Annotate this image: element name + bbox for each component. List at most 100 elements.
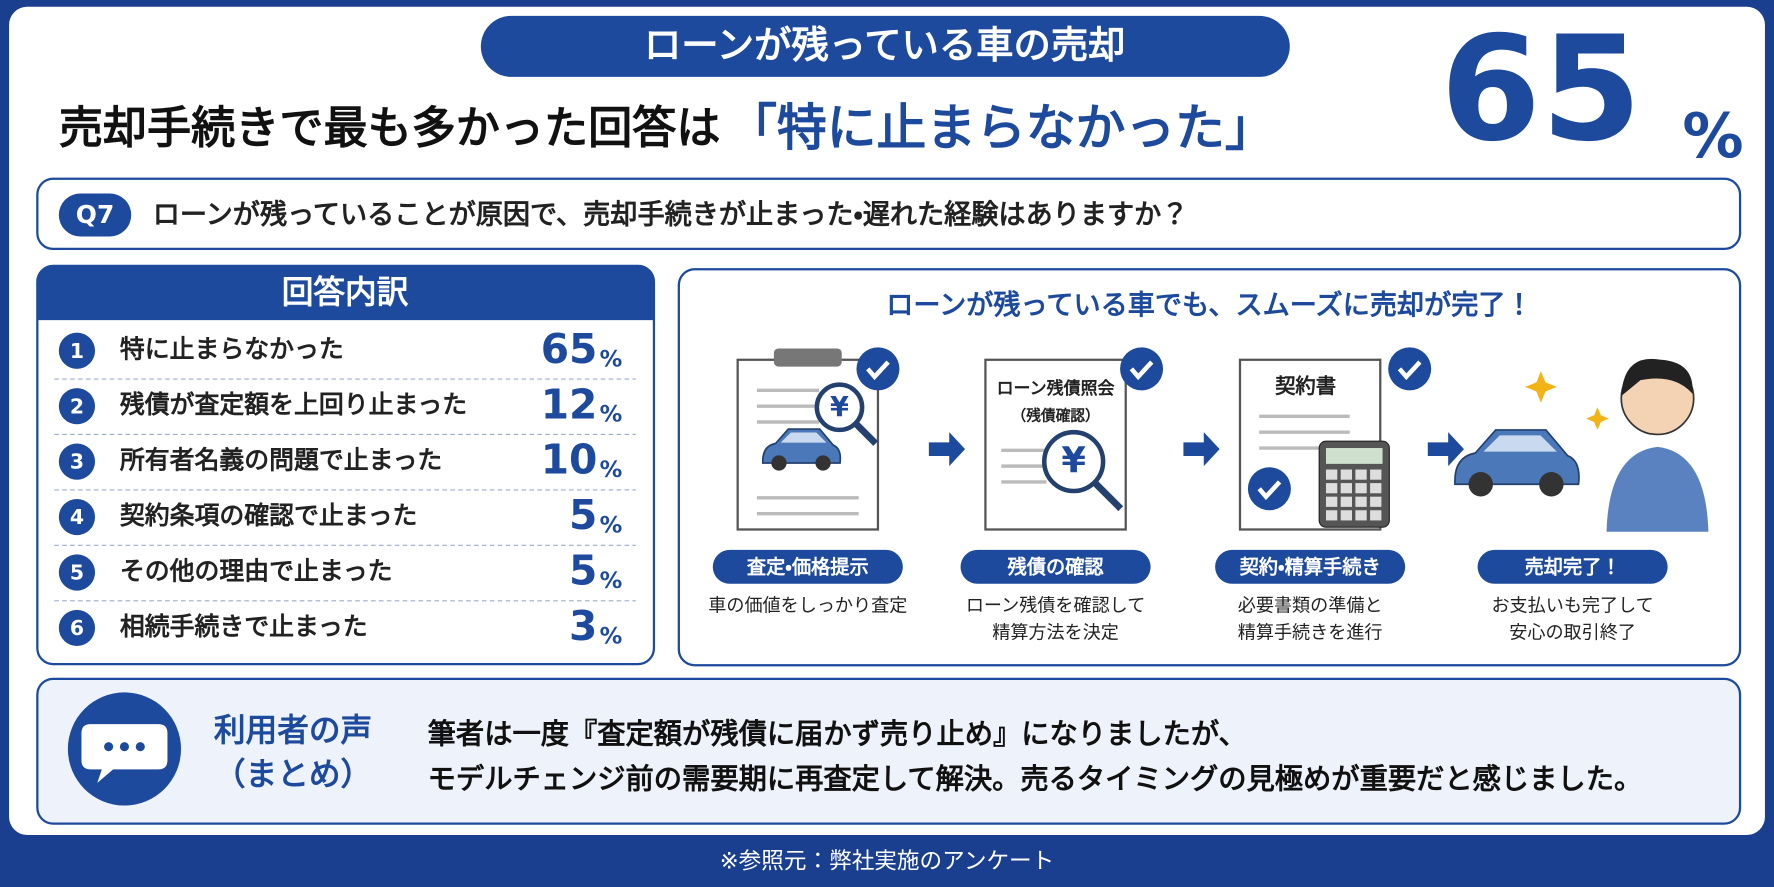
calc-key xyxy=(1325,469,1338,480)
wheel xyxy=(1468,472,1493,497)
step-pill xyxy=(960,549,1151,584)
step-pill xyxy=(1477,549,1668,584)
calc-key xyxy=(1355,510,1367,521)
calc-key xyxy=(1355,496,1367,507)
calc-key xyxy=(1325,483,1338,494)
step-label: 残債の確認 xyxy=(1007,555,1105,578)
calc-key xyxy=(1355,469,1367,480)
doc-title: 契約書 xyxy=(1275,374,1336,398)
step-description: 精算手続きを進行 xyxy=(1238,623,1383,644)
doc-title: （残債確認） xyxy=(1012,406,1100,424)
badge-text: ローンが残っている車の売却 xyxy=(644,23,1126,67)
flow-title: ローンが残っている車でも、スムーズに売却が完了！ xyxy=(886,289,1533,321)
car-window xyxy=(1483,435,1557,452)
check-mark xyxy=(1257,480,1282,501)
check-badge xyxy=(1388,347,1432,391)
footer: ※参照元：弊社実施のアンケート xyxy=(720,849,1055,875)
answer-value: 3 xyxy=(569,602,597,650)
question-pill xyxy=(58,193,132,237)
question-box xyxy=(36,177,1742,251)
rank-number: 6 xyxy=(70,616,84,640)
step-description: 安心の取引終了 xyxy=(1509,623,1636,644)
answer-unit: % xyxy=(600,402,623,428)
magnifier-handle xyxy=(1091,479,1124,512)
step-pill xyxy=(1215,549,1406,584)
magnifier xyxy=(814,382,865,433)
sparkle xyxy=(1525,371,1557,403)
person-hair xyxy=(1621,358,1693,396)
calc-key xyxy=(1370,483,1382,494)
voice-box xyxy=(36,677,1742,825)
answer-value: 5 xyxy=(569,491,597,539)
answer-value: 10 xyxy=(541,436,598,484)
rank-badge xyxy=(58,332,96,369)
wheel xyxy=(815,455,831,471)
step-label: 契約・精算手続き xyxy=(1240,555,1381,578)
rank-badge xyxy=(58,443,96,480)
step-description: ローン残債を確認して xyxy=(966,595,1146,616)
rank-number: 5 xyxy=(70,561,84,585)
doc-title: ローン残債照会 xyxy=(997,378,1116,399)
big-unit: % xyxy=(1682,101,1743,172)
answer-label: 特に止まらなかった xyxy=(120,335,344,364)
yen-symbol: ¥ xyxy=(830,392,849,423)
breakdown-list: 1 特に止まらなかった 65 %2 残債が査定額を上回り止まった 12 %3 所有者名義の問題… xyxy=(54,325,636,650)
calc-key xyxy=(1370,496,1382,507)
calc-key xyxy=(1340,469,1352,480)
question-text: ローンが残っていることが原因で、売却手続きが止まった・遅れた経験はありますか？ xyxy=(153,199,1189,231)
arrow xyxy=(928,432,966,467)
calc-key xyxy=(1340,483,1352,494)
arrow xyxy=(1427,432,1465,467)
check-badge xyxy=(1120,347,1164,391)
calc-key xyxy=(1370,469,1382,480)
dot xyxy=(119,742,129,752)
arrow xyxy=(1183,432,1220,467)
voice-title: 利用者の声 xyxy=(214,713,372,749)
dot xyxy=(104,742,114,752)
rank-number: 3 xyxy=(70,450,84,474)
rank-number: 4 xyxy=(70,505,84,529)
rank-number: 1 xyxy=(70,339,84,363)
voice-line: 筆者は一度『査定額が残債に届かず売り止め』になりましたが、 xyxy=(428,717,1247,750)
step-pill xyxy=(712,549,903,584)
check-badge xyxy=(856,347,900,391)
step-label: 売却完了！ xyxy=(1525,555,1621,578)
voice-line: モデルチェンジ前の需要期に再査定して解決。売るタイミングの見極めが重要だと感じま… xyxy=(428,763,1643,796)
rank-badge xyxy=(58,498,96,536)
speech-bubble xyxy=(81,724,168,783)
breakdown-title: 回答内訳 xyxy=(282,274,409,311)
answer-value: 5 xyxy=(569,547,597,595)
person-body xyxy=(1606,446,1709,532)
step-label: 査定・価格提示 xyxy=(747,555,869,578)
calc-key xyxy=(1340,510,1352,521)
rank-badge xyxy=(58,609,96,647)
answer-label: 残債が査定額を上回り止まった xyxy=(119,390,467,419)
calc-key xyxy=(1325,496,1338,507)
step-description: 車の価値をしっかり査定 xyxy=(708,595,907,616)
rank-number: 2 xyxy=(70,394,84,418)
voice-title: （まとめ） xyxy=(214,757,372,793)
magnifier-handle xyxy=(852,420,879,446)
answer-value: 65 xyxy=(541,325,598,373)
clip xyxy=(773,348,842,367)
answer-unit: % xyxy=(600,568,623,594)
headline: 売却手続きで最も多かった回答は 「特に止まらなかった」 xyxy=(59,99,1275,157)
breakdown-header xyxy=(37,265,654,321)
calc-screen xyxy=(1325,448,1383,464)
yen-symbol: ¥ xyxy=(1061,441,1086,482)
wheel xyxy=(1539,472,1564,497)
headline-text: 売却手続きで最も多かった回答は xyxy=(59,103,721,154)
answer-label: その他の理由で止まった xyxy=(120,556,393,585)
answer-unit: % xyxy=(600,513,623,539)
answer-label: 契約条項の確認で止まった xyxy=(120,501,418,530)
check-mark xyxy=(1129,360,1154,381)
step-description: 精算方法を決定 xyxy=(992,623,1119,644)
rank-badge xyxy=(58,554,96,591)
answer-unit: % xyxy=(600,346,623,372)
answer-unit: % xyxy=(600,457,623,483)
badge xyxy=(480,15,1290,77)
calc-key xyxy=(1355,483,1367,494)
